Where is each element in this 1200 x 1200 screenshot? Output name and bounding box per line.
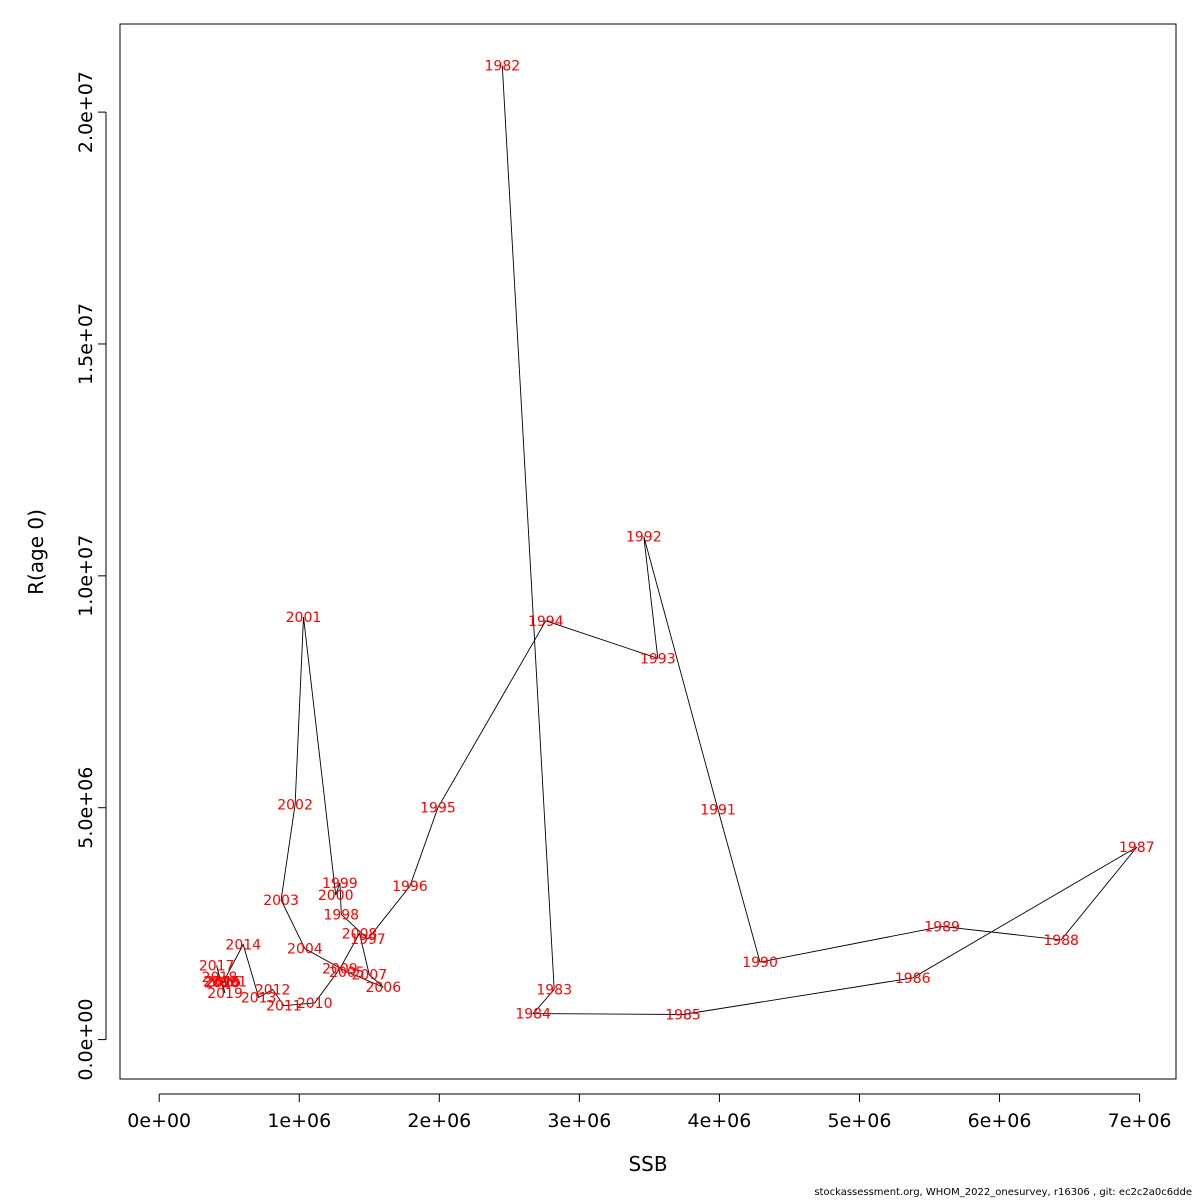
year-label-2019: 2019 (207, 986, 243, 1002)
x-tick-label: 7e+06 (1108, 1110, 1172, 1132)
year-label-2020: 2020 (204, 976, 240, 992)
y-tick-label: 2.0e+07 (75, 71, 97, 153)
plot-frame (119, 23, 1177, 1080)
sr-path (216, 65, 1138, 1015)
year-label-2010: 2010 (297, 996, 333, 1012)
year-label-2015: 2015 (206, 975, 242, 991)
year-label-2001: 2001 (286, 610, 322, 626)
year-label-1999: 1999 (322, 876, 358, 892)
year-label-2011: 2011 (266, 999, 302, 1015)
year-label-2014: 2014 (225, 938, 261, 954)
year-label-1996: 1996 (392, 879, 428, 895)
year-label-2017: 2017 (199, 958, 235, 974)
x-tick-label: 0e+00 (127, 1110, 191, 1132)
year-label-1987: 1987 (1119, 840, 1155, 856)
year-label-1998: 1998 (323, 907, 359, 923)
year-label-2000: 2000 (318, 888, 354, 904)
year-label-1991: 1991 (700, 803, 736, 819)
y-tick-label: 0.0e+00 (75, 999, 97, 1081)
year-label-1994: 1994 (528, 614, 564, 630)
year-label-2007: 2007 (351, 968, 387, 984)
year-label-2013: 2013 (241, 990, 277, 1006)
year-label-1985: 1985 (665, 1008, 701, 1024)
year-label-1984: 1984 (515, 1007, 551, 1023)
year-label-2006: 2006 (365, 980, 401, 996)
x-axis: 0e+00 1e+06 2e+06 3e+06 4e+06 5e+06 6e+06 7e+06 (127, 1093, 1172, 1132)
year-label-1990: 1990 (742, 955, 778, 971)
year-label-2002: 2002 (277, 797, 313, 813)
year-label-1993: 1993 (640, 651, 676, 667)
year-labels: 1982 1983 1984 1985 1986 1987 1988 1989 1990 1991… (199, 59, 1155, 1024)
year-label-1997: 1997 (350, 932, 386, 948)
year-label-1989: 1989 (924, 919, 960, 935)
year-label-2021: 2021 (211, 975, 247, 991)
year-label-2008: 2008 (342, 926, 378, 942)
sr-line (216, 65, 1138, 1015)
year-label-2012: 2012 (255, 982, 291, 998)
year-label-2004: 2004 (287, 942, 323, 958)
year-label-2009: 2009 (322, 962, 358, 978)
y-axis-title: R(age 0) (24, 509, 48, 595)
x-tick-label: 1e+06 (267, 1110, 331, 1132)
y-tick-label: 5.0e+06 (75, 767, 97, 849)
x-tick-label: 6e+06 (968, 1110, 1032, 1132)
x-tick-label: 4e+06 (687, 1110, 751, 1132)
year-label-2003: 2003 (263, 893, 299, 909)
x-axis-title: SSB (628, 1152, 667, 1176)
y-tick-label: 1.0e+07 (75, 535, 97, 617)
year-label-1992: 1992 (626, 529, 662, 545)
year-label-1983: 1983 (536, 982, 572, 998)
footer-credit: stockassessment.org, WHOM_2022_onesurvey… (814, 1187, 1192, 1198)
year-label-1995: 1995 (420, 801, 456, 817)
y-axis: 0.0e+00 5.0e+06 1.0e+07 1.5e+07 2.0e+07 (75, 71, 107, 1081)
year-label-2016: 2016 (203, 975, 239, 991)
x-tick-label: 3e+06 (547, 1110, 611, 1132)
y-tick-label: 1.5e+07 (75, 303, 97, 385)
year-label-1982: 1982 (485, 59, 521, 75)
year-label-2005: 2005 (329, 965, 365, 981)
year-label-2018: 2018 (202, 970, 238, 986)
x-tick-label: 2e+06 (407, 1110, 471, 1132)
x-tick-label: 5e+06 (828, 1110, 892, 1132)
year-label-1986: 1986 (895, 971, 931, 987)
year-label-1988: 1988 (1043, 933, 1079, 949)
